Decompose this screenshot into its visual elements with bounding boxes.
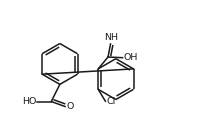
Text: HO: HO — [22, 97, 37, 106]
Text: Cl: Cl — [106, 97, 116, 106]
Text: O: O — [67, 102, 74, 111]
Text: OH: OH — [124, 53, 138, 62]
Text: NH: NH — [104, 33, 118, 42]
